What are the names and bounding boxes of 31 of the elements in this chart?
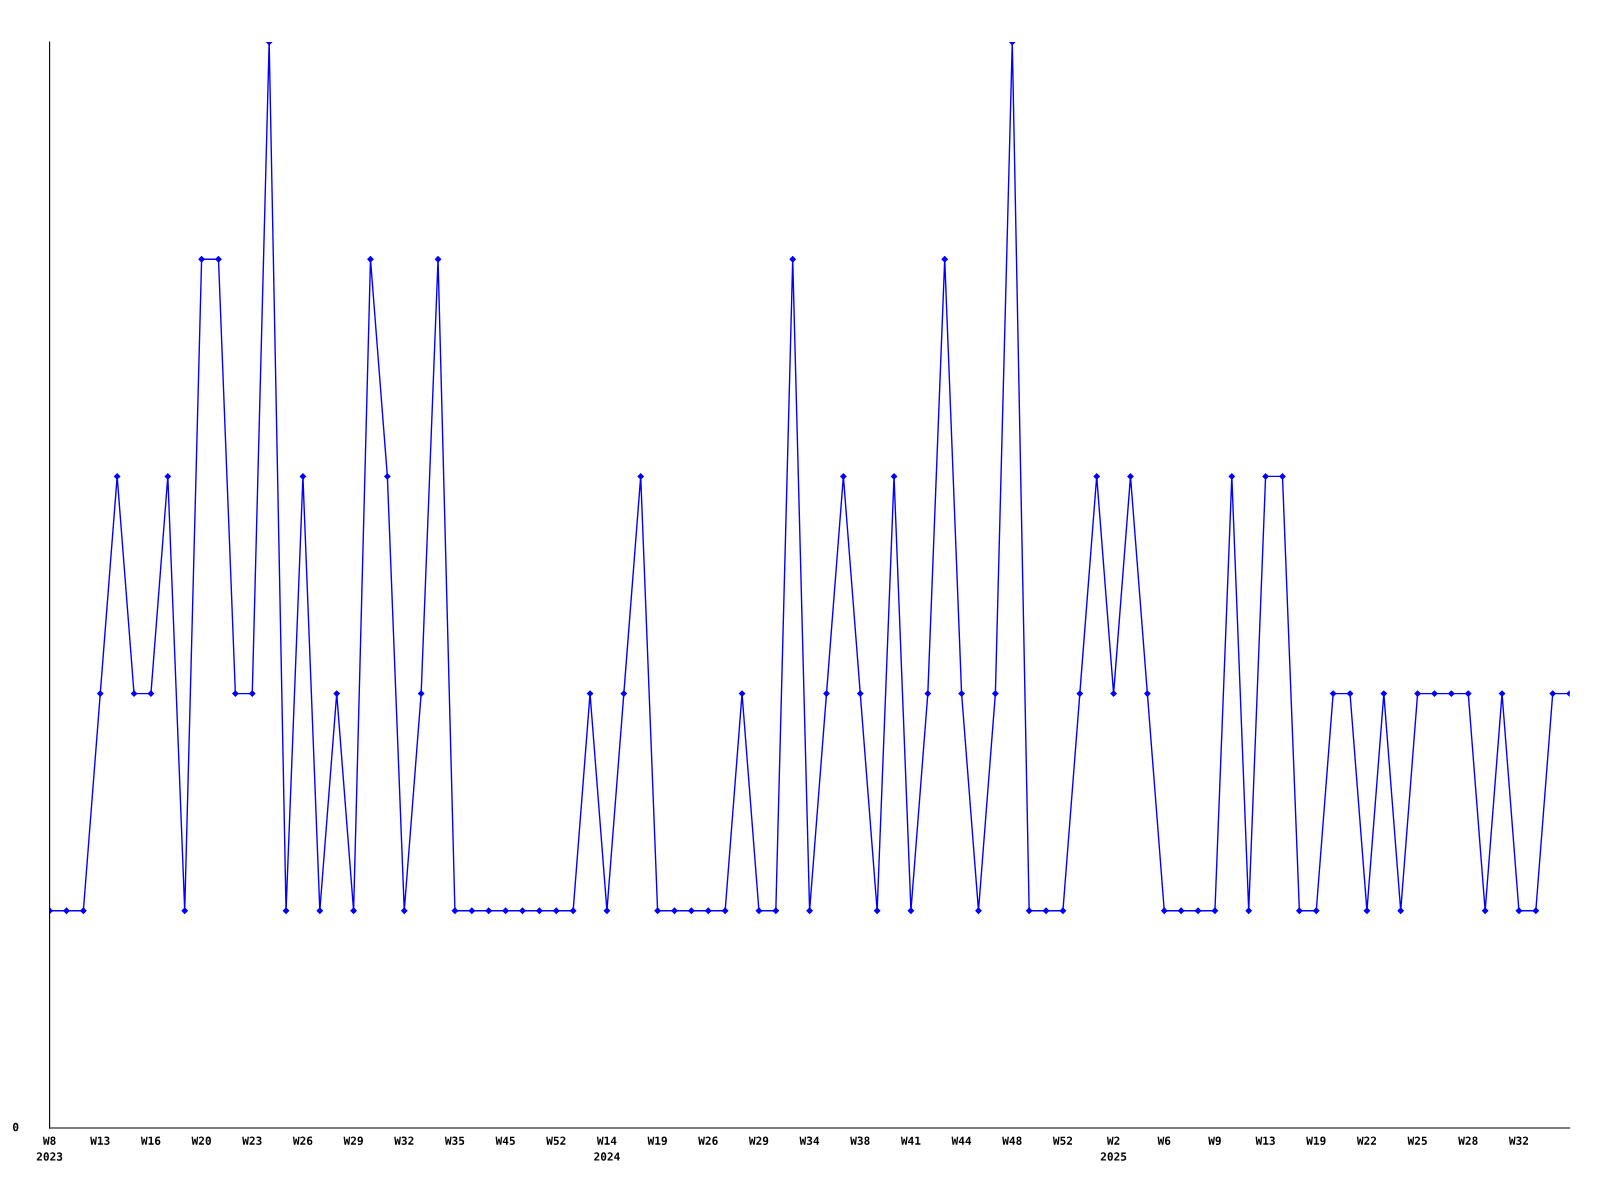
x-tick-label: W32: [1508, 1136, 1529, 1145]
x-tick-label: W6: [1157, 1136, 1171, 1145]
x-tick-label: W16: [140, 1136, 161, 1145]
x-tick-label: W8 2023: [36, 1136, 63, 1161]
x-tick-label: W34: [799, 1136, 820, 1145]
x-tick-label: W52: [546, 1136, 566, 1145]
x-tick-label: W19: [1306, 1136, 1326, 1145]
x-tick-label: W26: [292, 1136, 313, 1145]
x-tick-label: W45: [495, 1136, 515, 1145]
x-tick-label: W13: [1255, 1136, 1275, 1145]
x-tick-label: W9: [1208, 1136, 1221, 1145]
x-tick-label: W19: [647, 1136, 667, 1145]
x-tick-label: W29: [748, 1136, 769, 1145]
text: 0: [13, 1122, 19, 1132]
x-tick-label: W35: [444, 1136, 465, 1145]
x-tick-label: W38: [850, 1136, 870, 1145]
x-tick-label: W28: [1458, 1136, 1478, 1145]
x-tick-label: W23: [242, 1136, 262, 1145]
x-tick-label: W2 2025: [1100, 1136, 1127, 1161]
x-tick-label: W32: [394, 1136, 414, 1145]
x-tick-label: W29: [343, 1136, 363, 1145]
x-tick-label: W41: [900, 1136, 921, 1145]
x-tick-label: W13: [90, 1136, 110, 1145]
x-tick-label: W48: [1002, 1136, 1022, 1145]
x-tick-label: W52: [1052, 1136, 1073, 1145]
x-tick-label: W44: [951, 1136, 972, 1145]
x-tick-label: W25: [1407, 1136, 1427, 1145]
x-tick-label: W22: [1356, 1136, 1377, 1145]
x-tick-label: W26: [698, 1136, 718, 1145]
x-tick-label: W14 2024: [594, 1136, 620, 1161]
x-tick-label: W20: [191, 1136, 211, 1145]
